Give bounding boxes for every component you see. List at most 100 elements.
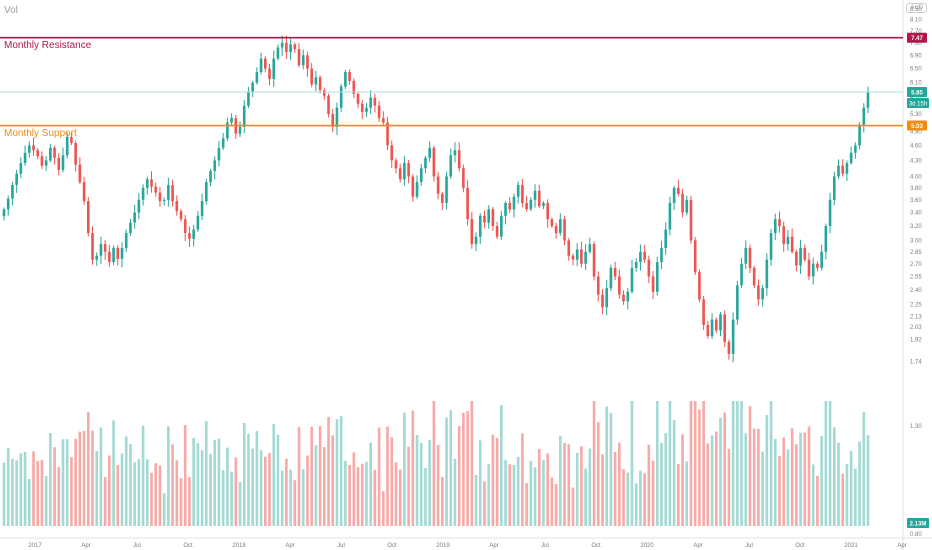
volume-bar xyxy=(436,445,440,526)
candle-body xyxy=(369,97,372,108)
candle-body xyxy=(23,152,27,163)
candle-body xyxy=(668,202,672,230)
candle-body xyxy=(799,247,802,266)
volume-bar xyxy=(546,453,549,526)
candle-body xyxy=(61,155,65,170)
candle-body xyxy=(441,193,444,203)
candle-body xyxy=(453,150,457,156)
candle-body xyxy=(495,226,499,237)
candle-body xyxy=(259,58,263,73)
price-tick-label: 3.00 xyxy=(910,238,922,244)
time-tick-label: Apr xyxy=(897,543,906,549)
candle-body xyxy=(592,244,596,277)
candle-body xyxy=(348,72,351,81)
candle-body xyxy=(167,184,170,200)
price-tick-label: 3.40 xyxy=(910,211,922,217)
candle-body xyxy=(727,341,731,354)
volume-bar xyxy=(23,451,27,526)
time-tick-label: Apr xyxy=(81,543,90,549)
volume-bar xyxy=(19,453,23,526)
currency-badge[interactable]: AUD xyxy=(906,3,927,13)
candle-body xyxy=(306,55,309,69)
price-tick-label: 5.30 xyxy=(910,112,922,118)
volume-bar xyxy=(828,401,832,526)
volume-bar xyxy=(373,469,377,526)
candle-body xyxy=(491,209,495,227)
volume-bar xyxy=(542,459,545,526)
candle-body xyxy=(264,58,267,69)
volume-bar xyxy=(289,469,292,526)
volume-bar xyxy=(752,428,756,526)
volume-bar xyxy=(529,460,533,526)
volume-bar xyxy=(15,460,18,526)
candle-body xyxy=(129,222,132,234)
candle-body xyxy=(761,288,764,300)
candle-body xyxy=(807,259,811,277)
time-tick-label: Jul xyxy=(541,543,549,549)
volume-bar xyxy=(318,426,322,526)
volume-bar xyxy=(415,434,419,526)
candle-body xyxy=(200,201,204,216)
volume-bar xyxy=(786,449,790,526)
volume-bar xyxy=(655,401,659,526)
candle-body xyxy=(651,276,655,292)
candle-body xyxy=(769,233,773,260)
volume-bar xyxy=(837,442,840,526)
volume-bar xyxy=(398,469,402,526)
candle-body xyxy=(702,299,705,325)
volume-bar xyxy=(630,401,634,526)
volume-bar xyxy=(832,427,836,526)
volume-bar xyxy=(53,447,56,526)
candle-body xyxy=(786,236,790,245)
candle-body xyxy=(293,44,297,49)
candle-body xyxy=(196,215,200,230)
volume-bar xyxy=(179,478,183,526)
price-tick-label: 0.80 xyxy=(910,532,922,538)
volume-bar xyxy=(188,476,191,526)
volume-bar xyxy=(78,431,82,526)
volume-bar xyxy=(533,467,537,526)
candle-body xyxy=(272,58,276,80)
volume-bar xyxy=(141,425,145,526)
volume-bar xyxy=(49,432,52,526)
volume-bar xyxy=(314,445,318,526)
volume-bar xyxy=(86,411,90,526)
candle-body xyxy=(78,164,82,183)
candle-body xyxy=(626,291,630,302)
time-tick-label: 2019 xyxy=(436,543,450,549)
volume-bar xyxy=(154,463,158,526)
volume-bar xyxy=(854,468,857,526)
candle-body xyxy=(609,267,613,289)
candle-body xyxy=(297,48,301,66)
candle-body xyxy=(525,202,528,210)
volume-bar xyxy=(550,477,554,526)
volume-bar xyxy=(601,454,604,526)
volume-bar xyxy=(727,448,731,526)
candle-body xyxy=(108,251,111,263)
candle-body xyxy=(529,199,533,210)
price-tick-label: 2.55 xyxy=(910,274,922,280)
candle-body xyxy=(179,211,183,220)
candle-body xyxy=(91,233,94,260)
volume-bar xyxy=(841,473,845,526)
candle-body xyxy=(301,55,305,66)
candle-body xyxy=(841,165,845,174)
candle-body xyxy=(15,173,18,185)
candle-body xyxy=(693,240,697,273)
candle-body xyxy=(605,288,608,308)
volume-bar xyxy=(360,463,364,526)
candle-body xyxy=(386,122,389,146)
volume-bar xyxy=(120,453,124,526)
volume-bar xyxy=(639,470,642,526)
time-tick-label: Jul xyxy=(337,543,345,549)
volume-bar xyxy=(765,414,769,526)
candle-body xyxy=(407,162,410,177)
price-tag-text: 7.47 xyxy=(911,36,923,42)
volume-tag-bg xyxy=(907,518,929,528)
volume-bar xyxy=(731,401,735,526)
support-price-tag: 5.03 xyxy=(907,120,927,131)
volume-bar xyxy=(356,467,360,526)
candle-body xyxy=(681,193,684,213)
candle-body xyxy=(318,77,322,91)
